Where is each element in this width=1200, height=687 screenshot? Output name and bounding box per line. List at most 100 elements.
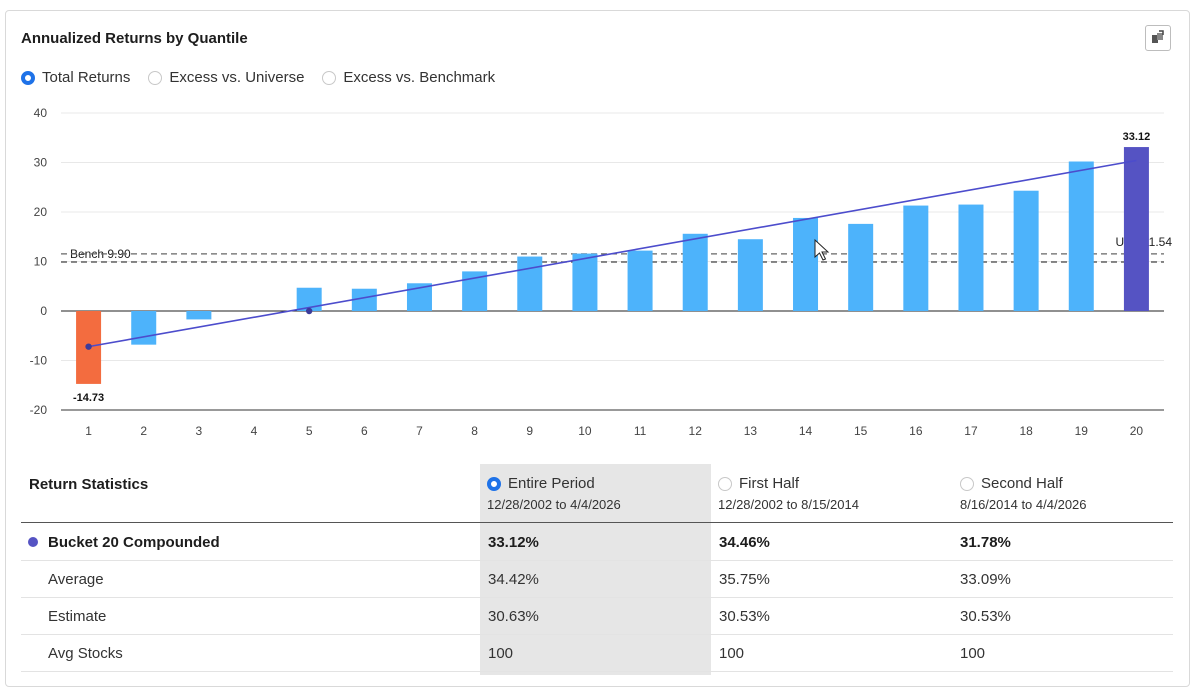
x-tick-label: 16 bbox=[909, 424, 923, 438]
bar bbox=[131, 311, 157, 345]
x-tick-label: 3 bbox=[196, 424, 203, 438]
cell-first-half: 30.53% bbox=[719, 608, 770, 625]
bar bbox=[186, 311, 212, 320]
stats-title: Return Statistics bbox=[29, 476, 149, 493]
chart-title: Annualized Returns by Quantile bbox=[21, 30, 248, 47]
bar bbox=[1013, 190, 1039, 311]
export-button[interactable] bbox=[1145, 25, 1171, 51]
y-tick-label: 40 bbox=[34, 106, 48, 120]
radio-icon[interactable] bbox=[960, 476, 974, 491]
option-total-returns[interactable]: Total Returns bbox=[21, 69, 130, 86]
bar bbox=[958, 204, 984, 311]
series-dot-icon bbox=[28, 537, 38, 547]
x-tick-label: 12 bbox=[689, 424, 703, 438]
x-tick-label: 1 bbox=[85, 424, 92, 438]
x-tick-label: 19 bbox=[1075, 424, 1089, 438]
table-row: Bucket 20 Compounded 33.12% 34.46% 31.78… bbox=[21, 523, 1173, 561]
cell-entire: 30.63% bbox=[488, 608, 539, 625]
bar bbox=[1123, 147, 1149, 311]
bar bbox=[517, 256, 543, 311]
y-tick-label: 30 bbox=[34, 156, 48, 170]
trend-line bbox=[88, 159, 1137, 348]
bar bbox=[848, 223, 874, 311]
x-tick-label: 9 bbox=[526, 424, 533, 438]
table-row: Average 34.42% 35.75% 33.09% bbox=[21, 560, 1173, 598]
bar bbox=[903, 205, 929, 311]
radio-selected-icon[interactable] bbox=[487, 476, 501, 491]
cell-second-half: 33.09% bbox=[960, 571, 1011, 588]
period-dates: 12/28/2002 to 4/4/2026 bbox=[487, 497, 621, 512]
row-name: Bucket 20 Compounded bbox=[48, 534, 220, 551]
bar bbox=[296, 287, 322, 311]
bar bbox=[682, 233, 708, 311]
export-image-icon bbox=[1152, 30, 1164, 43]
cell-second-half: 30.53% bbox=[960, 608, 1011, 625]
y-tick-label: 0 bbox=[40, 304, 47, 318]
x-tick-label: 13 bbox=[744, 424, 758, 438]
stats-header: Return Statistics Entire Period 12/28/20… bbox=[21, 464, 1173, 523]
row-name: Average bbox=[48, 571, 104, 588]
reference-label: Bench 9.90 bbox=[70, 247, 131, 261]
x-tick-label: 15 bbox=[854, 424, 868, 438]
option-label: Total Returns bbox=[42, 69, 131, 86]
y-tick-label: 20 bbox=[34, 205, 48, 219]
data-label: 33.12 bbox=[1123, 131, 1151, 143]
x-tick-label: 10 bbox=[578, 424, 592, 438]
trend-marker bbox=[85, 343, 92, 350]
cell-first-half: 34.46% bbox=[719, 534, 770, 551]
x-tick-label: 20 bbox=[1130, 424, 1144, 438]
bar bbox=[1068, 161, 1094, 311]
period-label: Entire Period bbox=[508, 475, 595, 492]
cell-entire: 34.42% bbox=[488, 571, 539, 588]
cell-second-half: 100 bbox=[960, 645, 986, 662]
data-label: -14.73 bbox=[73, 392, 104, 404]
x-tick-label: 6 bbox=[361, 424, 368, 438]
option-excess-benchmark[interactable]: Excess vs. Benchmark bbox=[322, 69, 495, 86]
row-name: Estimate bbox=[48, 608, 107, 625]
x-tick-label: 4 bbox=[251, 424, 258, 438]
radio-icon[interactable] bbox=[322, 70, 337, 85]
cell-first-half: 100 bbox=[719, 645, 745, 662]
y-tick-label: -20 bbox=[30, 403, 48, 417]
cell-entire: 100 bbox=[488, 645, 514, 662]
trend-marker bbox=[305, 307, 313, 315]
x-tick-label: 8 bbox=[471, 424, 478, 438]
x-tick-label: 17 bbox=[964, 424, 978, 438]
bar bbox=[572, 253, 598, 311]
cell-second-half: 31.78% bbox=[960, 534, 1011, 551]
period-second-half[interactable]: Second Half 8/16/2014 to 4/4/2026 bbox=[960, 475, 1087, 512]
cell-first-half: 35.75% bbox=[719, 571, 770, 588]
row-name: Avg Stocks bbox=[48, 645, 123, 662]
bar bbox=[627, 250, 653, 311]
radio-icon[interactable] bbox=[718, 476, 732, 491]
view-options: Total Returns Excess vs. Universe Excess… bbox=[21, 69, 513, 86]
table-row: Avg Stocks 100 100 100 bbox=[21, 634, 1173, 672]
option-label: Excess vs. Universe bbox=[169, 69, 305, 86]
bar bbox=[793, 217, 819, 311]
option-excess-universe[interactable]: Excess vs. Universe bbox=[148, 69, 304, 86]
radio-icon[interactable] bbox=[148, 70, 163, 85]
radio-selected-icon[interactable] bbox=[21, 70, 35, 85]
bar bbox=[351, 288, 377, 311]
y-tick-label: -10 bbox=[30, 354, 48, 368]
period-label: First Half bbox=[739, 475, 799, 492]
bar bbox=[737, 239, 763, 311]
period-label: Second Half bbox=[981, 475, 1063, 492]
period-dates: 12/28/2002 to 8/15/2014 bbox=[718, 497, 859, 512]
selected-period-highlight bbox=[480, 464, 711, 675]
table-row: Estimate 30.63% 30.53% 30.53% bbox=[21, 597, 1173, 635]
x-tick-label: 7 bbox=[416, 424, 423, 438]
x-tick-label: 14 bbox=[799, 424, 813, 438]
period-first-half[interactable]: First Half 12/28/2002 to 8/15/2014 bbox=[718, 475, 859, 512]
option-label: Excess vs. Benchmark bbox=[343, 69, 496, 86]
x-tick-label: 11 bbox=[634, 424, 647, 438]
mouse-cursor-icon bbox=[814, 238, 830, 261]
x-tick-label: 2 bbox=[140, 424, 147, 438]
y-tick-label: 10 bbox=[34, 255, 48, 269]
x-tick-label: 18 bbox=[1019, 424, 1033, 438]
cell-entire: 33.12% bbox=[488, 534, 539, 551]
period-dates: 8/16/2014 to 4/4/2026 bbox=[960, 497, 1087, 512]
x-tick-label: 5 bbox=[306, 424, 313, 438]
period-entire[interactable]: Entire Period 12/28/2002 to 4/4/2026 bbox=[487, 475, 621, 512]
